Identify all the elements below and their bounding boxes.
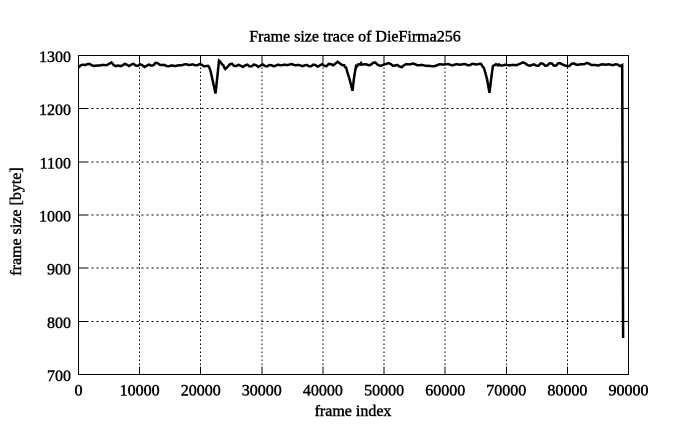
svg-text:90000: 90000 [609,383,649,400]
svg-text:1000: 1000 [39,209,71,226]
svg-text:900: 900 [47,262,71,279]
svg-text:frame size [byte]: frame size [byte] [8,167,25,275]
svg-text:50000: 50000 [364,383,404,400]
svg-text:80000: 80000 [547,383,587,400]
svg-text:Frame size trace of DieFirma25: Frame size trace of DieFirma256 [249,29,460,46]
svg-text:30000: 30000 [242,383,282,400]
svg-text:40000: 40000 [303,383,343,400]
svg-text:0: 0 [75,383,83,400]
svg-text:frame index: frame index [315,403,392,420]
svg-text:1300: 1300 [39,49,71,66]
svg-text:1200: 1200 [39,102,71,119]
svg-text:70000: 70000 [486,383,526,400]
svg-text:10000: 10000 [120,383,160,400]
svg-text:1100: 1100 [40,155,71,172]
svg-text:20000: 20000 [181,383,221,400]
svg-text:800: 800 [47,315,71,332]
svg-text:700: 700 [47,368,71,385]
svg-text:60000: 60000 [425,383,465,400]
